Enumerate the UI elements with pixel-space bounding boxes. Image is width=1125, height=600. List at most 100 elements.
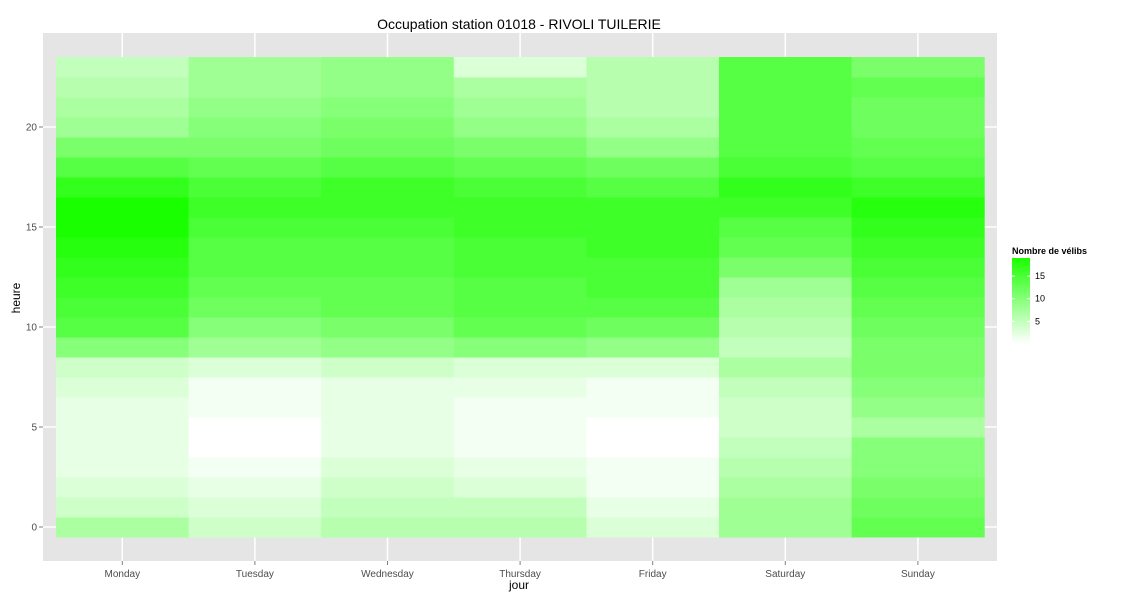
- x-tick-label: Friday: [639, 569, 667, 580]
- heatmap-cell: [586, 497, 720, 518]
- heatmap-cell: [586, 517, 720, 538]
- y-axis-title: heure: [9, 282, 23, 313]
- heatmap-cell: [453, 57, 587, 78]
- heatmap-cell: [56, 397, 190, 418]
- heatmap-cell: [56, 457, 190, 478]
- heatmap-cell: [851, 237, 985, 258]
- heatmap-cell: [453, 197, 587, 218]
- heatmap-cell: [188, 117, 322, 138]
- heatmap-cell: [321, 77, 455, 98]
- heatmap-cell: [321, 57, 455, 78]
- heatmap-cell: [188, 397, 322, 418]
- heatmap-cell: [188, 197, 322, 218]
- heatmap-cell: [851, 357, 985, 378]
- heatmap-cell: [453, 517, 587, 538]
- heatmap-cell: [851, 277, 985, 298]
- heatmap-cell: [586, 97, 720, 118]
- heatmap-cell: [56, 137, 190, 158]
- heatmap-cell: [453, 117, 587, 138]
- heatmap-cell: [188, 357, 322, 378]
- heatmap-cell: [719, 197, 853, 218]
- heatmap-cell: [719, 57, 853, 78]
- heatmap-cell: [321, 257, 455, 278]
- heatmap-cell: [188, 317, 322, 338]
- color-legend: Nombre de vélibs 5 10 15: [1012, 246, 1087, 344]
- heatmap-cell: [188, 237, 322, 258]
- heatmap-cell: [719, 297, 853, 318]
- heatmap-cell: [586, 337, 720, 358]
- heatmap-cell: [321, 417, 455, 438]
- heatmap-cell: [188, 257, 322, 278]
- heatmap-cell: [56, 177, 190, 198]
- heatmap-cell: [188, 497, 322, 518]
- heatmap-cell: [586, 77, 720, 98]
- heatmap-cell: [586, 397, 720, 418]
- heatmap-cell: [188, 377, 322, 398]
- legend-ticks: 5 10 15: [1012, 271, 1045, 326]
- heatmap-cell: [188, 417, 322, 438]
- heatmap-cell: [719, 377, 853, 398]
- heatmap-cell: [321, 457, 455, 478]
- heatmap-cell: [188, 57, 322, 78]
- heatmap-cells: [56, 57, 985, 538]
- heatmap-cell: [851, 57, 985, 78]
- heatmap-cell: [188, 337, 322, 358]
- heatmap-cell: [851, 197, 985, 218]
- heatmap-cell: [188, 277, 322, 298]
- heatmap-cell: [586, 277, 720, 298]
- heatmap-cell: [453, 237, 587, 258]
- heatmap-cell: [586, 237, 720, 258]
- heatmap-cell: [56, 517, 190, 538]
- y-axis: 0 5 10 15 20: [26, 123, 43, 534]
- heatmap-cell: [56, 217, 190, 238]
- heatmap-cell: [453, 137, 587, 158]
- heatmap-cell: [719, 357, 853, 378]
- heatmap-cell: [719, 117, 853, 138]
- heatmap-cell: [453, 497, 587, 518]
- y-tick-label: 0: [31, 523, 37, 534]
- heatmap-cell: [851, 137, 985, 158]
- heatmap-cell: [851, 217, 985, 238]
- heatmap-cell: [56, 257, 190, 278]
- heatmap-cell: [719, 437, 853, 458]
- heatmap-cell: [321, 117, 455, 138]
- heatmap-cell: [719, 337, 853, 358]
- heatmap-cell: [719, 517, 853, 538]
- heatmap-cell: [586, 317, 720, 338]
- heatmap-cell: [851, 97, 985, 118]
- heatmap-cell: [56, 97, 190, 118]
- heatmap-cell: [453, 157, 587, 178]
- heatmap-cell: [56, 437, 190, 458]
- legend-tick-label: 10: [1035, 294, 1045, 304]
- heatmap-cell: [719, 97, 853, 118]
- heatmap-cell: [188, 437, 322, 458]
- heatmap-cell: [188, 477, 322, 498]
- heatmap-cell: [188, 157, 322, 178]
- heatmap-cell: [56, 497, 190, 518]
- heatmap-cell: [188, 457, 322, 478]
- heatmap-cell: [453, 337, 587, 358]
- heatmap-cell: [586, 437, 720, 458]
- heatmap-cell: [188, 77, 322, 98]
- legend-tick-label: 15: [1035, 271, 1045, 281]
- heatmap-cell: [719, 317, 853, 338]
- heatmap-cell: [586, 417, 720, 438]
- y-tick-label: 15: [26, 223, 38, 234]
- heatmap-cell: [321, 517, 455, 538]
- heatmap-cell: [719, 477, 853, 498]
- heatmap-cell: [586, 177, 720, 198]
- heatmap-cell: [586, 297, 720, 318]
- heatmap-cell: [453, 217, 587, 238]
- x-tick-label: Thursday: [499, 569, 541, 580]
- heatmap-cell: [321, 197, 455, 218]
- heatmap-cell: [188, 177, 322, 198]
- heatmap-cell: [851, 77, 985, 98]
- heatmap-cell: [719, 457, 853, 478]
- legend-colorbar: [1012, 258, 1030, 344]
- x-tick-label: Monday: [105, 569, 141, 580]
- heatmap-cell: [586, 477, 720, 498]
- heatmap-cell: [719, 397, 853, 418]
- heatmap-cell: [851, 157, 985, 178]
- heatmap-cell: [321, 357, 455, 378]
